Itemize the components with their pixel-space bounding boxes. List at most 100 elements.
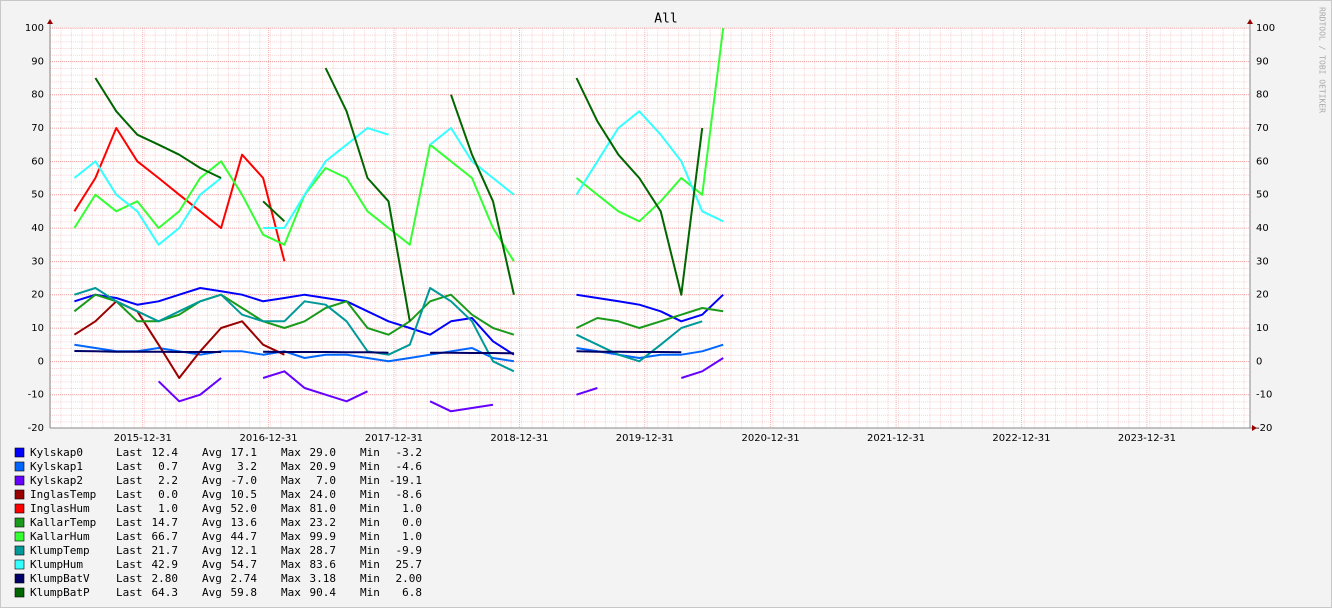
legend-swatch: [14, 489, 25, 500]
legend-stat-label: Max: [281, 586, 301, 599]
legend-stat-label: Max: [281, 488, 301, 501]
legend-stat-value: 2.00: [396, 572, 423, 585]
legend-label: KlumpTemp: [30, 544, 90, 557]
legend-stat-label: Avg: [202, 446, 222, 459]
y2-tick-label: -10: [1256, 390, 1272, 401]
x-tick-label: 2018-12-31: [490, 433, 548, 444]
legend-label: KlumpBatP: [30, 586, 90, 599]
legend-stat-label: Min: [360, 544, 380, 557]
x-tick-label: 2019-12-31: [616, 433, 674, 444]
legend-stat-label: Last: [116, 530, 143, 543]
y2-tick-label: 20: [1256, 290, 1269, 301]
legend-swatch: [14, 447, 25, 458]
legend-stat-value: -3.2: [396, 446, 423, 459]
legend-stat-value: 1.0: [402, 530, 422, 543]
legend-label: InglasHum: [30, 502, 90, 515]
legend-label: KallarTemp: [30, 516, 96, 529]
legend-stat-value: 24.0: [310, 488, 337, 501]
legend-stat-value: -19.1: [389, 474, 422, 487]
legend-stat-label: Max: [281, 516, 301, 529]
y-tick-label: -20: [28, 423, 44, 434]
legend-stat-value: 3.18: [310, 572, 337, 585]
y-tick-label: 40: [31, 223, 44, 234]
legend-swatch: [14, 587, 25, 598]
legend-stat-value: 2.2: [158, 474, 178, 487]
y2-tick-label: 0: [1256, 356, 1262, 367]
legend-stat-value: 12.4: [152, 446, 179, 459]
legend-stat-value: 25.7: [396, 558, 423, 571]
legend-stat-label: Max: [281, 558, 301, 571]
series-line: [73, 110, 724, 246]
legend-stat-value: 99.9: [310, 530, 337, 543]
legend-stat-value: 1.0: [402, 502, 422, 515]
legend-stat-value: 21.7: [152, 544, 179, 557]
y2-tick-label: 80: [1256, 90, 1269, 101]
legend-stat-value: 7.0: [316, 474, 336, 487]
y-tick-label: -10: [28, 390, 44, 401]
series-line: [73, 300, 285, 379]
legend-stat-value: 23.2: [310, 516, 337, 529]
legend-stat-value: 3.2: [237, 460, 257, 473]
legend-stat-value: 42.9: [152, 558, 179, 571]
legend-stat-value: 1.0: [158, 502, 178, 515]
y2-tick-label: 30: [1256, 256, 1269, 267]
legend-stat-label: Max: [281, 544, 301, 557]
x-tick-label: 2015-12-31: [114, 433, 172, 444]
legend-stat-value: -9.9: [396, 544, 423, 557]
legend-label: KallarHum: [30, 530, 90, 543]
legend-stat-value: -8.6: [396, 488, 423, 501]
series-line: [94, 67, 704, 322]
x-tick-label: 2021-12-31: [867, 433, 925, 444]
y-tick-label: 100: [25, 23, 44, 34]
legend-stat-label: Avg: [202, 474, 222, 487]
y-tick-label: 10: [31, 323, 44, 334]
legend-stat-label: Min: [360, 516, 380, 529]
legend-stat-label: Max: [281, 460, 301, 473]
y-tick-label: 0: [38, 356, 44, 367]
legend-stat-label: Min: [360, 460, 380, 473]
legend-label: InglasTemp: [30, 488, 96, 501]
legend-label: KlumpHum: [30, 558, 83, 571]
legend-stat-label: Last: [116, 586, 143, 599]
legend-stat-label: Max: [281, 474, 301, 487]
legend-stat-value: 81.0: [310, 502, 337, 515]
legend-stat-label: Avg: [202, 502, 222, 515]
legend-stat-value: 20.9: [310, 460, 337, 473]
legend-stat-label: Last: [116, 446, 143, 459]
legend-stat-label: Last: [116, 516, 143, 529]
legend-stat-label: Avg: [202, 586, 222, 599]
legend-stat-label: Min: [360, 446, 380, 459]
legend-stat-value: 13.6: [231, 516, 258, 529]
y2-tick-label: 100: [1256, 23, 1275, 34]
series-line: [74, 350, 682, 355]
legend-stat-value: 17.1: [231, 446, 258, 459]
legend-stat-label: Min: [360, 572, 380, 585]
y-tick-label: 50: [31, 190, 44, 201]
legend-stat-label: Min: [360, 502, 380, 515]
legend-stat-value: -7.0: [231, 474, 258, 487]
legend-stat-label: Avg: [202, 572, 222, 585]
legend-stat-label: Last: [116, 474, 143, 487]
legend-stat-value: 2.80: [152, 572, 179, 585]
series-line: [73, 27, 725, 262]
legend-stat-label: Avg: [202, 544, 222, 557]
y2-tick-label: 10: [1256, 323, 1269, 334]
legend-stat-value: 83.6: [310, 558, 337, 571]
legend-swatch: [14, 475, 25, 486]
y2-tick-label: 60: [1256, 156, 1269, 167]
x-tick-label: 2022-12-31: [992, 433, 1050, 444]
y-tick-label: 80: [31, 90, 44, 101]
legend-stat-value: 66.7: [152, 530, 179, 543]
legend-swatch: [14, 531, 25, 542]
y2-tick-label: -20: [1256, 423, 1272, 434]
legend-stat-label: Last: [116, 558, 143, 571]
legend-swatch: [14, 461, 25, 472]
y2-tick-label: 50: [1256, 190, 1269, 201]
legend-stat-value: 29.0: [310, 446, 337, 459]
x-tick-label: 2023-12-31: [1118, 433, 1176, 444]
series-line: [73, 127, 286, 262]
legend-stat-label: Avg: [202, 530, 222, 543]
y-tick-label: 70: [31, 123, 44, 134]
legend-swatch: [14, 545, 25, 556]
lines: [73, 27, 765, 411]
